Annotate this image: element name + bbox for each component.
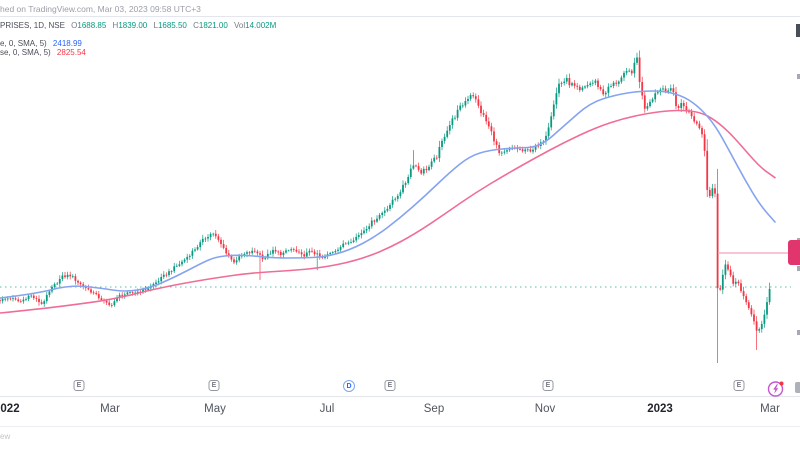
x-axis-label: Nov	[534, 403, 556, 415]
high-value: 1839.00	[118, 21, 148, 30]
timeline-bottom-border	[0, 426, 800, 427]
x-axis-label: Sep	[423, 403, 445, 415]
x-axis-label: 022	[0, 403, 20, 415]
earnings-badge[interactable]: E	[733, 380, 745, 391]
published-info: hed on TradingView.com, Mar 03, 2023 09:…	[0, 4, 201, 14]
low-label: L	[153, 21, 158, 30]
header-divider	[0, 16, 800, 17]
open-value: 1688.85	[77, 21, 107, 30]
dividend-badge[interactable]: D	[343, 380, 355, 392]
x-axis-label: May	[204, 403, 226, 415]
cropped-ui-fragment	[796, 24, 800, 37]
earnings-badge[interactable]: E	[73, 380, 85, 391]
watermark-fragment: ew	[0, 432, 11, 441]
timeline-top-border	[0, 396, 800, 397]
low-value: 1685.50	[157, 21, 187, 30]
earnings-badge[interactable]: E	[208, 380, 220, 391]
indicator-legend-sma-fast[interactable]: e, 0, SMA, 5) 2418.99	[0, 39, 82, 48]
indicator-value: 2825.54	[56, 48, 86, 57]
x-axis-label: Mar	[760, 403, 780, 415]
axis-label-fragment	[797, 266, 800, 271]
high-label: H	[112, 21, 119, 30]
earnings-badge[interactable]: E	[542, 380, 554, 391]
x-axis-label: 2023	[647, 403, 673, 415]
open-label: O	[71, 21, 78, 30]
x-axis-label: Mar	[100, 403, 120, 415]
close-value: 1821.00	[198, 21, 228, 30]
symbol-name: PRISES, 1D, NSE	[0, 21, 65, 30]
earnings-badge[interactable]: E	[384, 380, 396, 391]
close-label: C	[193, 21, 199, 30]
price-tag	[788, 240, 800, 266]
indicator-label: se, 0, SMA, 5)	[0, 48, 51, 57]
symbol-legend[interactable]: PRISES, 1D, NSE O1688.85 H1839.00 L1685.…	[0, 21, 276, 30]
indicator-label: e, 0, SMA, 5)	[0, 39, 47, 48]
indicator-legend-sma-slow[interactable]: se, 0, SMA, 5) 2825.54	[0, 48, 86, 57]
x-axis-label: Jul	[319, 403, 335, 415]
flash-icon[interactable]	[766, 379, 786, 399]
volume-value: 14.002M	[245, 21, 277, 30]
cropped-toolbar-icon	[795, 382, 800, 393]
indicator-value: 2418.99	[52, 39, 82, 48]
axis-label-fragment	[797, 330, 800, 335]
volume-label: Vol	[234, 21, 246, 30]
axis-label-fragment	[797, 74, 800, 79]
